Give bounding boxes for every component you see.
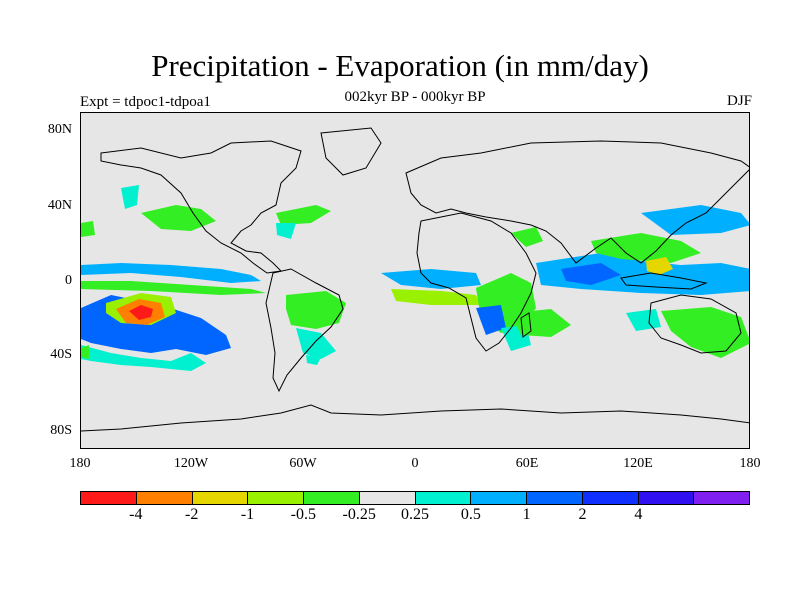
colorbar-label: -0.25: [342, 506, 376, 523]
map-panel: [80, 112, 750, 449]
colorbar-label: -4: [129, 506, 143, 523]
field-west-nw-green: [81, 221, 95, 237]
field-southwest-edge-green: [81, 345, 89, 359]
colorbar-swatch: [471, 492, 527, 504]
field-indian-green: [511, 309, 571, 337]
colorbar-label: 0.25: [401, 506, 429, 523]
coast-madagascar: [520, 312, 532, 338]
field-australia-green: [661, 307, 749, 358]
coastlines: [81, 127, 749, 432]
field-south-america-green: [286, 291, 346, 329]
colorbar-swatch: [136, 492, 193, 504]
xtick-60w: 60W: [289, 456, 317, 471]
colorbar-label: -0.5: [290, 506, 316, 523]
xtick-120w: 120W: [173, 456, 209, 471]
xtick-0: 0: [411, 456, 419, 471]
colorbar-swatch: [192, 492, 249, 504]
colorbar-label: -2: [184, 506, 199, 523]
colorbar-swatch: [527, 492, 583, 504]
plot-title: Precipitation - Evaporation (in mm/day): [151, 48, 649, 83]
field-equatorial-pacific-blue: [81, 263, 261, 283]
experiment-label: Expt = tdpoc1-tdpoa1: [80, 94, 211, 110]
field-equatorial-pacific-green: [81, 281, 266, 295]
colorbar-swatch: [694, 492, 749, 504]
colorbar-swatch: [582, 492, 639, 504]
ytick-40s: 40S: [50, 347, 72, 362]
field-north-atlantic-green: [276, 205, 331, 225]
coast-south-america: [265, 268, 344, 393]
coast-north-america: [100, 140, 302, 274]
coast-australia: [648, 294, 742, 354]
xtick-180w: 180: [69, 456, 91, 471]
colorbar-label: 0.5: [460, 506, 481, 523]
ytick-40n: 40N: [47, 198, 72, 213]
colorbar-swatch: [359, 492, 416, 504]
field-west-pacific-green: [591, 233, 701, 263]
field-north-pacific-cyan: [121, 185, 139, 209]
ytick-80s: 80S: [50, 423, 72, 438]
colorbar-label: -1: [240, 506, 255, 523]
field-australia-cyan: [626, 309, 661, 331]
plot-subtitle: 002kyr BP - 000kyr BP: [344, 89, 486, 105]
field-south-america-cyan: [296, 328, 336, 359]
field-africa-blue: [476, 305, 506, 335]
colorbar: [80, 491, 750, 505]
field-gulf-cyan: [276, 223, 296, 239]
field-equatorial-atlantic-green: [391, 289, 481, 305]
anomaly-fields: [81, 185, 749, 371]
map-svg: [81, 127, 749, 432]
coast-africa: [416, 212, 537, 352]
field-west-pacific-yellow: [646, 257, 673, 275]
field-mid-atlantic-cyan: [306, 355, 321, 365]
coast-greenland: [320, 127, 382, 176]
field-equatorial-atlantic-blue: [381, 269, 481, 289]
colorbar-swatch: [415, 492, 472, 504]
season-label: DJF: [726, 93, 752, 109]
colorbar-swatch: [248, 492, 304, 504]
colorbar-label: 1: [522, 506, 531, 523]
colorbar-swatch: [81, 492, 137, 504]
ytick-80n: 80N: [47, 122, 72, 137]
field-indian-ocean-dark: [561, 263, 621, 285]
colorbar-swatch: [304, 492, 360, 504]
colorbar-label: 4: [634, 506, 643, 523]
field-south-pacific-red: [129, 305, 153, 320]
xtick-180e: 180: [739, 456, 761, 471]
xtick-120e: 120E: [623, 456, 653, 471]
field-south-pacific-cyan: [81, 345, 206, 371]
xtick-60e: 60E: [515, 456, 539, 471]
coast-antarctica: [81, 404, 749, 432]
field-nw-pacific-blue: [641, 205, 749, 235]
colorbar-swatch: [638, 492, 695, 504]
coast-eurasia: [405, 140, 749, 264]
ytick-0: 0: [65, 273, 72, 288]
coast-indonesia: [620, 272, 708, 290]
field-north-pacific-green: [141, 205, 216, 231]
colorbar-label: 2: [578, 506, 587, 523]
field-arabia-green: [511, 227, 543, 247]
